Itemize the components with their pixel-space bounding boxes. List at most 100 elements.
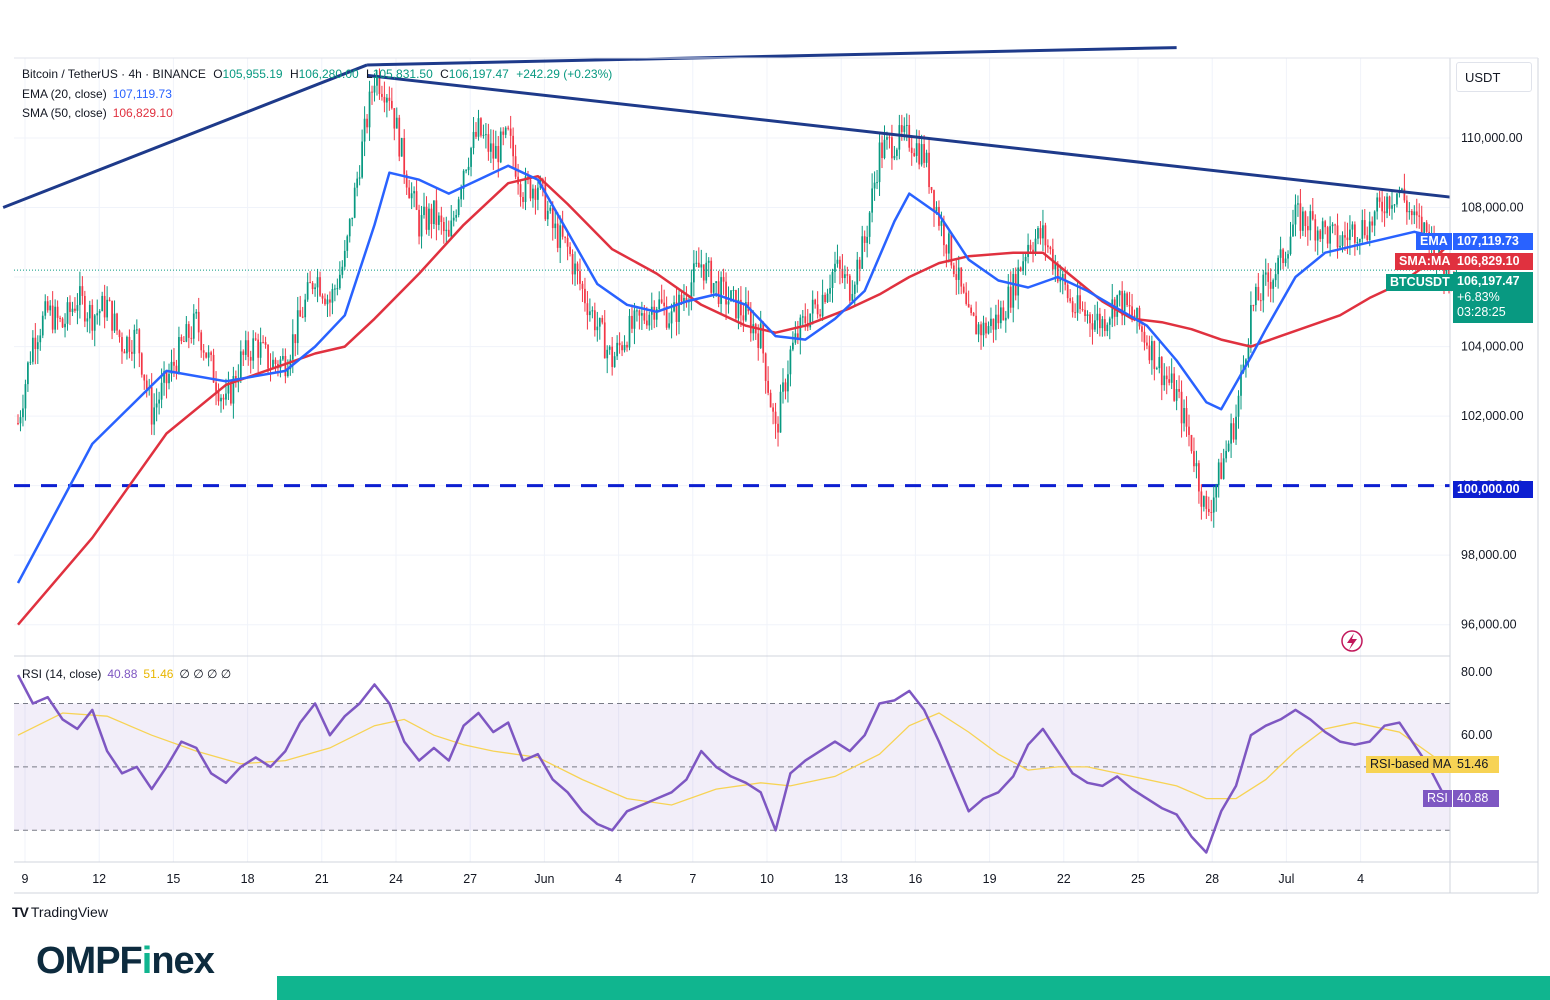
candle-body [544, 183, 547, 220]
candle-body [1247, 343, 1250, 360]
candle-body [311, 282, 314, 290]
candle-body [532, 188, 534, 199]
candle-body [418, 209, 420, 237]
tradingview-logo[interactable]: TV TradingView [12, 904, 108, 920]
time-tick-label: 16 [908, 872, 922, 886]
candle-body [79, 286, 81, 306]
candle-body [135, 329, 138, 331]
candle-body [1277, 257, 1279, 275]
candle-body [272, 359, 274, 369]
candle-body [74, 308, 76, 311]
candle-body [836, 259, 839, 264]
candle-body [69, 302, 71, 312]
candle-body [1212, 497, 1215, 513]
candle-body [844, 274, 846, 279]
candle-body [799, 317, 802, 340]
candle-body [291, 334, 294, 360]
candle-body [356, 178, 359, 188]
candle-body [1002, 307, 1005, 321]
candle-body [386, 97, 388, 103]
candle-body [1232, 423, 1235, 440]
candle-body [1388, 196, 1391, 209]
candle-body [314, 287, 316, 290]
candle-body [732, 290, 735, 292]
candle-body [809, 313, 812, 328]
candle-body [301, 316, 304, 318]
candle-body [445, 229, 448, 232]
candle-body [1306, 226, 1309, 231]
candle-body [373, 85, 376, 93]
time-tick-label: 27 [463, 872, 477, 886]
candle-body [1056, 263, 1059, 282]
candle-body [990, 318, 992, 327]
candle-body [31, 337, 34, 362]
time-tick-label: 4 [1357, 872, 1364, 886]
candle-body [772, 407, 774, 412]
candle-body [1443, 265, 1445, 280]
candle-body [995, 314, 997, 330]
candle-body [665, 306, 668, 328]
candle-body [376, 75, 378, 86]
candle-body [123, 351, 126, 354]
candle-body [1378, 197, 1381, 202]
candle-body [1131, 306, 1133, 316]
candle-body [1363, 220, 1366, 236]
candle-body [1081, 309, 1084, 311]
candle-body [17, 423, 19, 425]
candle-body [415, 191, 418, 210]
candle-body [331, 289, 334, 303]
candle-body [116, 313, 118, 331]
symbol-title[interactable]: Bitcoin / TetherUS · 4h · BINANCE [22, 67, 206, 81]
candle-body [138, 329, 141, 354]
candle-body [1146, 342, 1148, 346]
candle-body [1354, 224, 1356, 243]
open-label: O [213, 67, 223, 81]
candle-body [1017, 267, 1020, 296]
candle-body [462, 170, 465, 189]
candle-body [215, 382, 217, 392]
price-tick-label: 104,000.00 [1461, 340, 1524, 354]
candle-body [1371, 221, 1374, 226]
candle-body [816, 304, 819, 315]
candle-body [1339, 245, 1341, 248]
lightning-icon[interactable] [1341, 630, 1363, 652]
candle-body [440, 215, 443, 222]
candle-body [767, 380, 770, 393]
candle-body [24, 384, 27, 409]
sma-legend[interactable]: SMA (50, close) 106,829.10 [22, 106, 173, 120]
candle-body [1205, 496, 1208, 509]
candle-body [1309, 211, 1312, 231]
candle-body [1032, 249, 1034, 252]
candle-body [113, 313, 116, 331]
candle-body [1091, 323, 1094, 330]
candle-body [1324, 221, 1327, 228]
candle-body [1047, 245, 1049, 248]
candle-body [1200, 491, 1203, 507]
time-tick-label: 4 [615, 872, 622, 886]
candle-body [180, 337, 183, 342]
ema-legend[interactable]: EMA (20, close) 107,119.73 [22, 87, 172, 101]
candle-body [286, 369, 289, 377]
candle-body [851, 293, 854, 301]
currency-selector[interactable]: USDT [1456, 62, 1532, 92]
candle-body [262, 342, 264, 344]
candle-body [873, 182, 876, 189]
candle-body [730, 290, 732, 302]
candle-body [804, 316, 807, 323]
candle-body [98, 311, 101, 314]
rsi-legend[interactable]: RSI (14, close) 40.88 51.46 ∅ ∅ ∅ ∅ [22, 667, 231, 681]
candle-body [915, 143, 918, 156]
candle-body [470, 148, 472, 167]
candle-body [757, 333, 760, 348]
candle-body [546, 210, 549, 220]
candle-body [972, 312, 975, 316]
candle-body [39, 335, 42, 343]
sma-50-line [17, 174, 1445, 626]
candle-body [1049, 247, 1052, 250]
candle-body [86, 318, 89, 322]
low-value: 105,831.50 [372, 67, 433, 81]
candle-body [200, 332, 203, 351]
candle-body [1042, 225, 1044, 239]
candle-body [1314, 219, 1317, 241]
